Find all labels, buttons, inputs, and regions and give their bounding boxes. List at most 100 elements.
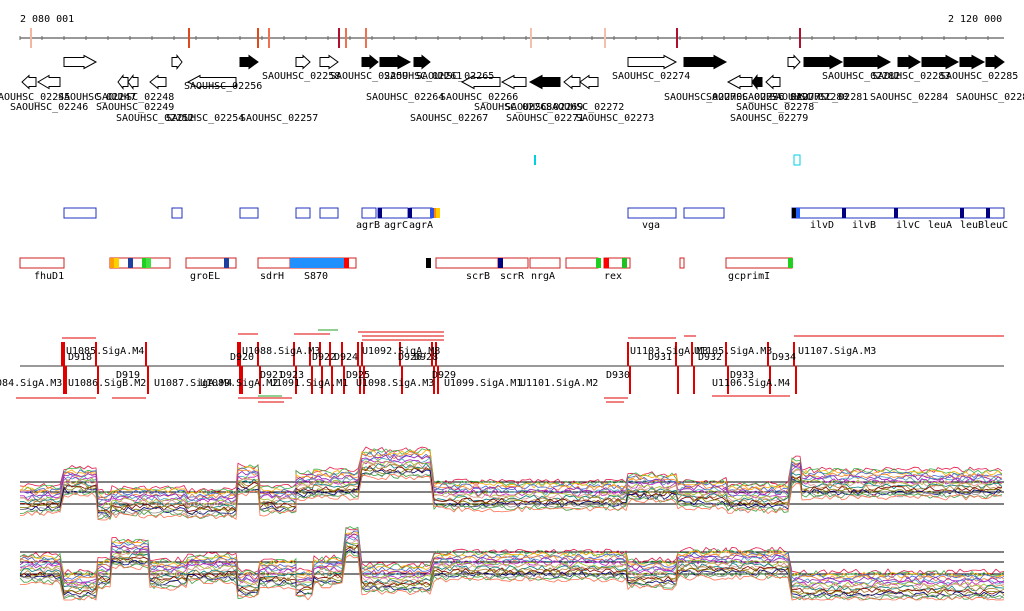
svg-text:U1084.SigA.M3: U1084.SigA.M3 bbox=[0, 378, 62, 389]
svg-text:leuA: leuA bbox=[928, 220, 952, 231]
operon-marker bbox=[604, 258, 609, 268]
svg-text:D921: D921 bbox=[260, 370, 284, 381]
operon-box bbox=[683, 207, 725, 219]
operon-marker bbox=[426, 258, 431, 268]
coordinate-ruler: 2 080 001 2 120 000 bbox=[19, 14, 1004, 48]
ruler-feature-mark bbox=[530, 28, 532, 48]
ruler-feature-mark bbox=[257, 28, 259, 48]
svg-text:D922: D922 bbox=[312, 352, 336, 363]
expression-profile bbox=[19, 545, 1005, 596]
svg-text:scrB: scrB bbox=[466, 271, 490, 282]
svg-text:rex: rex bbox=[604, 271, 622, 282]
operon-marker bbox=[224, 258, 229, 268]
operon-marker bbox=[796, 208, 800, 218]
gene-arrow bbox=[765, 74, 781, 90]
gene-label: SAOUHSC_02267 bbox=[410, 113, 488, 124]
operon-labels-blue: agrB agrC agrA vga ilvD ilvB ilvC leuA l… bbox=[356, 220, 1008, 231]
gene-arrow bbox=[413, 54, 431, 70]
gene-track bbox=[21, 54, 1005, 90]
promoter-track: U1085.SigA.M4 D918 D920 U1088.SigA.M3 D9… bbox=[0, 329, 1004, 403]
gene-arrow bbox=[787, 54, 801, 70]
svg-text:U1091.SigA.M1: U1091.SigA.M1 bbox=[270, 378, 348, 389]
operon-marker bbox=[622, 258, 627, 268]
svg-text:U1101.SigA.M2: U1101.SigA.M2 bbox=[520, 378, 598, 389]
operon-track-red bbox=[19, 257, 793, 269]
gene-arrow bbox=[171, 54, 183, 70]
svg-text:D925: D925 bbox=[346, 370, 370, 381]
svg-text:U1085.SigA.M4: U1085.SigA.M4 bbox=[66, 346, 144, 357]
gene-arrow bbox=[921, 54, 960, 70]
expression-profile bbox=[19, 469, 1003, 519]
operon-marker bbox=[430, 208, 434, 218]
operon-box bbox=[529, 257, 561, 269]
operon-marker bbox=[986, 208, 990, 218]
ruler-end-label: 2 120 000 bbox=[948, 14, 1002, 25]
svg-text:U1098.SigA.M3: U1098.SigA.M3 bbox=[356, 378, 434, 389]
expression-profile bbox=[19, 534, 1005, 585]
gene-label: SAOUHSC_02247 bbox=[58, 92, 136, 103]
expression-profile bbox=[19, 554, 1005, 601]
expression-profile bbox=[19, 526, 1005, 576]
svg-text:U1087.SigA.M4: U1087.SigA.M4 bbox=[154, 378, 232, 389]
ruler-feature-mark bbox=[188, 28, 190, 48]
svg-text:ilvB: ilvB bbox=[852, 220, 876, 231]
operon-marker bbox=[146, 258, 151, 268]
gene-label: SAOUHSC_02265 bbox=[416, 71, 494, 82]
expression-profile bbox=[19, 448, 1003, 496]
svg-text:U1092.SigA.M8: U1092.SigA.M8 bbox=[362, 346, 440, 357]
operon-marker bbox=[128, 258, 133, 268]
operon-box bbox=[19, 257, 65, 269]
gene-arrow bbox=[361, 54, 379, 70]
operon-marker bbox=[894, 208, 898, 218]
expression-profile bbox=[19, 538, 1005, 590]
gene-label: SAOUHSC_02249 bbox=[96, 102, 174, 113]
operon-box bbox=[679, 257, 685, 269]
expression-profile bbox=[19, 542, 1005, 589]
gene-label: SAOUHSC_02261 bbox=[384, 71, 462, 82]
svg-text:D933: D933 bbox=[730, 370, 754, 381]
svg-text:U1105.SigA.M3: U1105.SigA.M3 bbox=[694, 346, 772, 357]
gene-arrow bbox=[803, 54, 844, 70]
promoter-labels-bottom: U1084.SigA.M3 U1086.SigB.M2 D919 U1087.S… bbox=[0, 370, 790, 389]
gene-label: SAOUHSC_02278 bbox=[736, 102, 814, 113]
gene-label: SAOUHSC_02274 bbox=[612, 71, 690, 82]
svg-text:leuB: leuB bbox=[960, 220, 984, 231]
svg-text:D929: D929 bbox=[432, 370, 456, 381]
gene-label: SAOUHSC_02276 bbox=[706, 92, 784, 103]
gene-arrow bbox=[460, 74, 501, 90]
operon-box bbox=[627, 207, 677, 219]
svg-text:U1103.SigA.M3: U1103.SigA.M3 bbox=[630, 346, 708, 357]
svg-text:groEL: groEL bbox=[190, 271, 220, 282]
operon-marker bbox=[792, 208, 796, 218]
gene-label: SAOUHSC_02283 bbox=[872, 71, 950, 82]
gene-label: SAOUHSC_02268 bbox=[474, 102, 552, 113]
expression-track-2 bbox=[19, 526, 1005, 601]
operon-marker bbox=[960, 208, 964, 218]
operon-marker bbox=[436, 208, 440, 218]
operon-box bbox=[63, 207, 97, 219]
operon-marker bbox=[788, 258, 793, 268]
ruler-feature-mark bbox=[338, 28, 340, 48]
ruler-feature-mark bbox=[604, 28, 606, 48]
gene-arrow bbox=[627, 54, 678, 70]
gene-arrow bbox=[117, 74, 129, 90]
operon-track-blue bbox=[63, 207, 1005, 219]
operon-box bbox=[171, 207, 183, 219]
svg-text:agrA: agrA bbox=[409, 220, 433, 231]
ruler-feature-mark bbox=[676, 28, 678, 48]
gene-labels: SAOUHSC_02258 SAOUHSC_02259 SAOUHSC_0226… bbox=[0, 71, 1024, 124]
svg-text:U1107.SigA.M3: U1107.SigA.M3 bbox=[798, 346, 876, 357]
gene-label: SAOUHSC_02280 bbox=[770, 92, 848, 103]
expression-profile bbox=[19, 472, 1003, 521]
operon-marker bbox=[596, 258, 601, 268]
gene-arrow bbox=[683, 54, 728, 70]
ruler-feature-mark bbox=[345, 28, 347, 48]
gene-label: SAOUHSC_02256 bbox=[184, 81, 262, 92]
svg-text:D932: D932 bbox=[698, 352, 722, 363]
ruler-feature-mark bbox=[365, 28, 367, 48]
gene-label: SAOUHSC_02286 bbox=[956, 92, 1024, 103]
svg-text:U1099.SigA.M1: U1099.SigA.M1 bbox=[444, 378, 522, 389]
expression-track-1 bbox=[19, 446, 1004, 521]
operon-box bbox=[239, 207, 259, 219]
operon-marker bbox=[378, 208, 382, 218]
